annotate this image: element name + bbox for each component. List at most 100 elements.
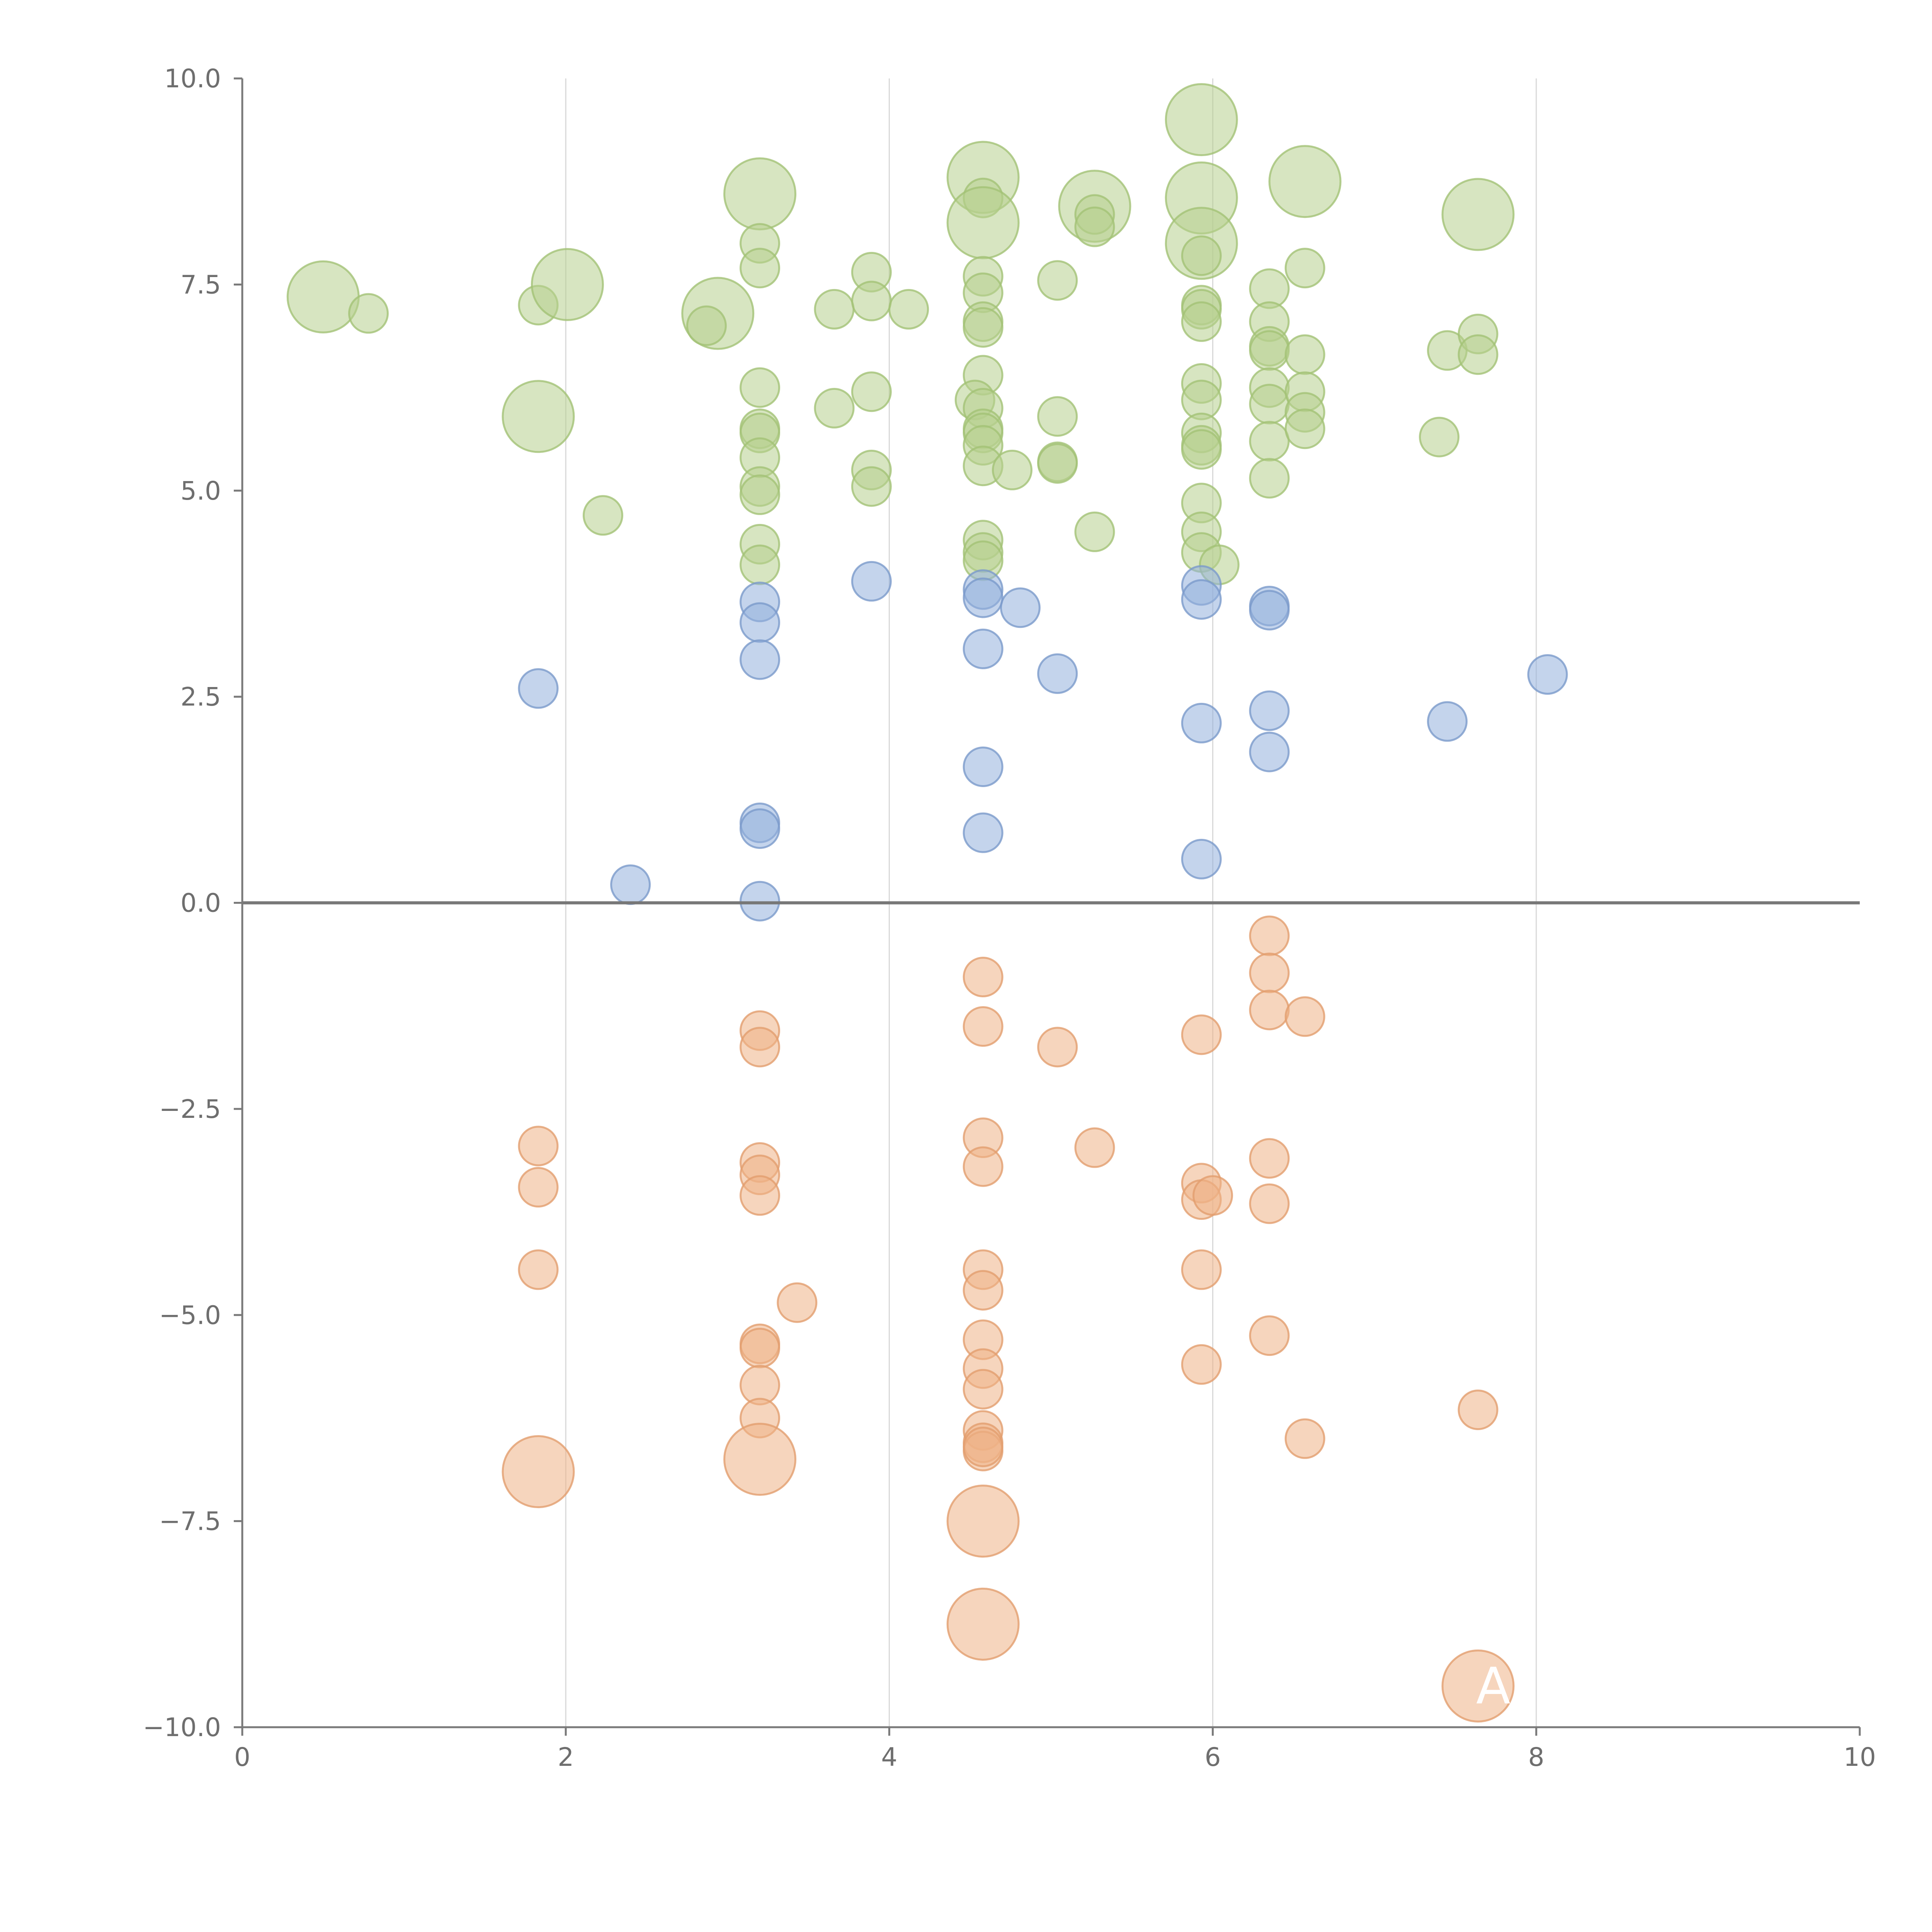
bubble-s0-76 — [1250, 459, 1289, 498]
bubble-s0-77 — [1269, 146, 1340, 217]
y-tick-label-7: 7.5 — [180, 270, 221, 299]
bubble-s0-23 — [852, 372, 891, 411]
x-tick-label-0: 0 — [234, 1742, 250, 1772]
bubble-s2-15 — [964, 958, 1002, 997]
y-tick-label-1: −7.5 — [159, 1507, 221, 1536]
bubble-s0-51 — [1075, 207, 1114, 246]
bubble-s2-5 — [741, 1028, 779, 1066]
x-tick-label-5: 10 — [1844, 1742, 1876, 1772]
bubble-s0-0 — [287, 261, 359, 332]
bubble-s0-78 — [1286, 249, 1324, 287]
bubble-s2-44 — [1286, 997, 1324, 1036]
bubble-s1-0 — [519, 669, 558, 708]
y-tick-label-6: 5.0 — [180, 476, 221, 506]
bubble-s0-72 — [1250, 331, 1289, 370]
bubble-s0-7 — [687, 306, 726, 345]
bubble-s0-18 — [741, 546, 779, 584]
bubble-s2-10 — [741, 1329, 779, 1367]
bubble-s2-3 — [503, 1436, 574, 1507]
y-tick-label-8: 10.0 — [164, 64, 221, 94]
bubble-s2-42 — [1250, 1184, 1289, 1223]
bubble-s2-41 — [1250, 1139, 1289, 1178]
bubble-s0-29 — [947, 187, 1019, 258]
bubble-s0-87 — [1459, 335, 1497, 374]
bubble-s2-35 — [1194, 1176, 1232, 1215]
series-0 — [287, 84, 1514, 584]
bubble-s0-19 — [815, 290, 854, 328]
bubble-s1-12 — [964, 747, 1002, 786]
bubble-s0-82 — [1286, 410, 1324, 448]
bubble-s0-3 — [532, 249, 603, 320]
bubble-s1-19 — [1182, 840, 1221, 878]
y-tick-label-5: 2.5 — [180, 682, 221, 712]
y-tick-label-2: −5.0 — [159, 1300, 221, 1330]
bubble-s2-38 — [1250, 917, 1289, 955]
bubble-s2-20 — [964, 1271, 1002, 1310]
bubble-s0-46 — [1038, 397, 1077, 436]
x-tick-label-3: 6 — [1205, 1742, 1221, 1772]
bubble-s0-75 — [1250, 422, 1289, 461]
bubble-s0-79 — [1286, 335, 1324, 374]
bubble-s2-27 — [964, 1428, 1002, 1466]
bubble-s2-37 — [1182, 1345, 1221, 1384]
bubble-s1-6 — [741, 809, 779, 848]
bubble-s2-14 — [778, 1283, 816, 1322]
bubble-s0-16 — [741, 475, 779, 514]
bubble-s1-10 — [964, 578, 1002, 617]
bubble-s0-85 — [1442, 179, 1514, 250]
bubble-s2-18 — [964, 1147, 1002, 1186]
bubble-s2-32 — [1182, 1015, 1221, 1054]
bubble-s1-22 — [1250, 691, 1289, 730]
bubble-s0-56 — [1182, 236, 1221, 275]
bubble-s1-8 — [852, 562, 891, 600]
bubble-s2-13 — [724, 1424, 796, 1495]
bubble-s1-3 — [741, 603, 779, 642]
bubble-s0-48 — [1038, 444, 1077, 483]
bubble-s0-26 — [889, 290, 928, 328]
bubble-s1-15 — [1038, 654, 1077, 693]
bubble-s0-52 — [1075, 512, 1114, 551]
bubble-s1-23 — [1250, 733, 1289, 771]
bubble-s1-25 — [1528, 655, 1567, 694]
bubble-s0-5 — [583, 496, 622, 535]
bubble-s2-2 — [519, 1250, 558, 1289]
bubble-s1-14 — [1001, 588, 1039, 627]
bubble-s1-24 — [1428, 702, 1467, 741]
bubble-s0-45 — [1038, 261, 1077, 300]
bubble-s1-18 — [1182, 704, 1221, 742]
bubble-s1-11 — [964, 629, 1002, 668]
series-1 — [519, 562, 1567, 920]
bubble-s0-83 — [1420, 418, 1459, 456]
bubble-s0-10 — [741, 249, 779, 287]
bubble-s0-74 — [1250, 385, 1289, 423]
axes — [234, 78, 1860, 1736]
series-2 — [503, 917, 1514, 1721]
bubble-s0-33 — [964, 308, 1002, 347]
bubble-s2-0 — [519, 1127, 558, 1165]
y-tick-label-4: 0.0 — [180, 888, 221, 918]
bubble-s2-31 — [1075, 1128, 1114, 1167]
bubble-s2-28 — [947, 1486, 1019, 1557]
bubble-s0-1 — [349, 294, 388, 333]
bubble-s2-43 — [1250, 1316, 1289, 1355]
bubble-s0-64 — [1182, 430, 1221, 469]
bubble-s2-40 — [1250, 991, 1289, 1029]
bubble-s0-59 — [1182, 302, 1221, 341]
annotation-label: A — [1476, 1656, 1510, 1715]
bubble-s0-22 — [852, 282, 891, 320]
bubble-s2-30 — [1038, 1028, 1077, 1066]
y-tick-label-3: −2.5 — [159, 1094, 221, 1124]
bubble-s1-7 — [741, 882, 779, 920]
bubble-s1-13 — [964, 813, 1002, 852]
bubble-s0-11 — [741, 368, 779, 407]
bubble-s2-1 — [519, 1168, 558, 1207]
bubble-s2-16 — [964, 1007, 1002, 1046]
bubble-s1-21 — [1250, 591, 1289, 629]
bubble-s2-39 — [1250, 954, 1289, 992]
x-tick-label-4: 8 — [1528, 1742, 1544, 1772]
bubble-s2-8 — [741, 1176, 779, 1215]
bubble-s2-36 — [1182, 1250, 1221, 1289]
bubble-s1-1 — [611, 866, 650, 904]
y-tick-label-0: −10.0 — [143, 1713, 221, 1742]
x-tick-label-2: 4 — [881, 1742, 897, 1772]
